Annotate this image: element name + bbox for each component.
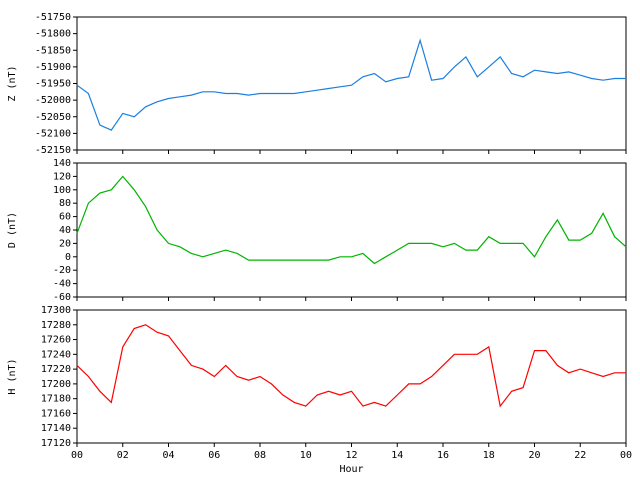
plot-frame xyxy=(76,16,627,151)
y-axis-label: D (nT) xyxy=(7,212,18,248)
y-tick-label: 17280 xyxy=(41,320,71,331)
y-tick-label: -52150 xyxy=(35,145,71,156)
x-tick-label: 10 xyxy=(300,450,312,461)
y-tick-label: -60 xyxy=(53,292,71,303)
x-tick-label: 06 xyxy=(208,450,220,461)
y-tick-label: 17160 xyxy=(41,408,71,419)
y-axis-label: H (nT) xyxy=(7,358,18,394)
y-tick-label: -40 xyxy=(53,279,71,290)
y-axis-label: Z (nT) xyxy=(7,65,18,101)
x-tick-label: 14 xyxy=(391,450,403,461)
plot-frame xyxy=(76,309,627,444)
x-tick-label: 22 xyxy=(574,450,586,461)
y-tick-label: 17180 xyxy=(41,394,71,405)
y-tick-label: 17260 xyxy=(41,335,71,346)
x-tick-label: 00 xyxy=(620,450,632,461)
y-tick-label: -51750 xyxy=(35,12,71,23)
y-tick-label: 17220 xyxy=(41,364,71,375)
y-tick-label: 0 xyxy=(65,252,71,263)
x-tick-label: 02 xyxy=(117,450,129,461)
data-line xyxy=(76,175,627,265)
y-tick-label: 17120 xyxy=(41,438,71,449)
y-tick-label: -51900 xyxy=(35,62,71,73)
y-tick-label: 80 xyxy=(59,198,71,209)
y-tick-label: 140 xyxy=(53,158,71,169)
x-axis-label: Hour xyxy=(339,464,363,475)
y-tick-label: -52100 xyxy=(35,128,71,139)
x-tick-label: 12 xyxy=(345,450,357,461)
y-tick-label: -51800 xyxy=(35,29,71,40)
y-tick-label: -52050 xyxy=(35,112,71,123)
y-tick-label: -20 xyxy=(53,265,71,276)
y-tick-label: 17200 xyxy=(41,379,71,390)
x-tick-label: 08 xyxy=(254,450,266,461)
x-tick-label: 04 xyxy=(162,450,174,461)
x-tick-label: 18 xyxy=(483,450,495,461)
y-tick-label: -52000 xyxy=(35,95,71,106)
data-line xyxy=(76,38,626,131)
y-tick-label: 17300 xyxy=(41,305,71,316)
y-tick-label: 100 xyxy=(53,185,71,196)
y-tick-label: 17240 xyxy=(41,349,71,360)
y-tick-label: 40 xyxy=(59,225,71,236)
plot-frame xyxy=(76,162,627,298)
y-tick-label: 60 xyxy=(59,212,71,223)
y-tick-label: 17140 xyxy=(41,423,71,434)
y-tick-label: -51850 xyxy=(35,45,71,56)
y-tick-label: 120 xyxy=(53,171,71,182)
y-tick-label: -51950 xyxy=(35,79,71,90)
x-tick-label: 16 xyxy=(437,450,449,461)
x-tick-label: 00 xyxy=(71,450,83,461)
data-line xyxy=(76,324,626,408)
x-tick-label: 20 xyxy=(528,450,540,461)
y-tick-label: 20 xyxy=(59,238,71,249)
